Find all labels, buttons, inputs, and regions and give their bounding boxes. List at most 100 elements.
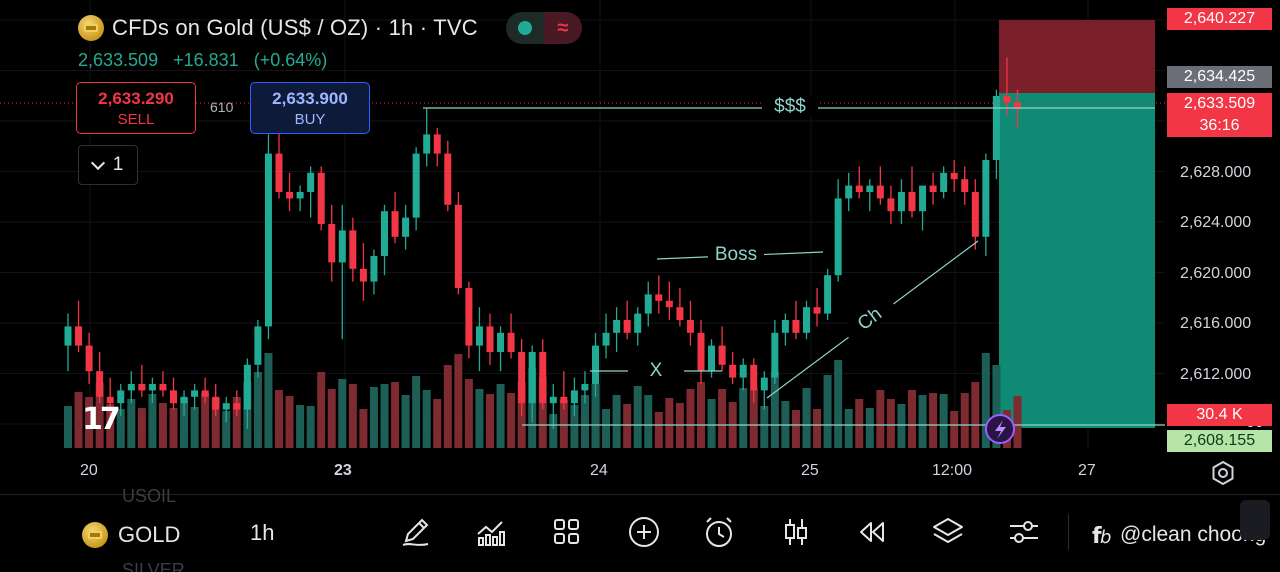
svg-text:b: b — [1100, 527, 1111, 547]
candle-body — [475, 326, 483, 346]
volume-bar — [380, 384, 389, 448]
volume-bar — [612, 395, 621, 448]
buy-button[interactable]: 2,633.900 BUY — [250, 82, 370, 134]
volume-bar — [791, 410, 800, 448]
wave-icon[interactable]: ≈ — [543, 12, 582, 44]
candle-body — [845, 185, 853, 199]
volume-bar — [802, 388, 811, 448]
settings-sliders-icon[interactable] — [1006, 514, 1042, 550]
candle-body — [919, 185, 927, 212]
indicators-icon[interactable] — [473, 514, 509, 550]
buy-price: 2,633.900 — [272, 89, 348, 108]
candle-body — [897, 192, 905, 212]
chart-title: CFDs on Gold (US$ / OZ) · 1h · TVC — [112, 15, 478, 40]
symbol-header[interactable]: CFDs on Gold (US$ / OZ) · 1h · TVC ≈ — [78, 12, 582, 44]
volume-bar — [770, 372, 779, 448]
indicators-toggle-button[interactable]: 1 — [78, 145, 138, 185]
candle-body — [370, 256, 378, 282]
status-badges[interactable]: ≈ — [505, 12, 582, 44]
layers-icon[interactable] — [930, 514, 966, 550]
boss-label: Boss — [715, 244, 757, 265]
volume-bar — [391, 382, 400, 448]
candle-body — [971, 192, 979, 237]
candle-body — [750, 364, 758, 391]
sell-label: SELL — [117, 111, 155, 128]
price-tag-last: 2,633.509 — [1167, 93, 1272, 115]
candle-body — [201, 390, 209, 397]
side-handle[interactable] — [1240, 500, 1270, 540]
alarm-clock-icon[interactable] — [701, 514, 737, 550]
timeframe-selector[interactable]: 1h — [250, 520, 275, 545]
sell-button[interactable]: 2,633.290 SELL — [76, 82, 196, 134]
volume-bar — [707, 399, 716, 448]
volume-bar — [443, 365, 452, 448]
candle-body — [581, 384, 589, 391]
replay-rewind-icon[interactable] — [854, 514, 890, 550]
sell-price: 2,633.290 — [98, 89, 174, 108]
volume-tag: 30.4 K — [1167, 404, 1272, 426]
last-price: 2,633.509 — [78, 50, 159, 70]
candle-body — [876, 185, 884, 199]
volume-bar — [317, 372, 326, 448]
candle-body — [866, 185, 874, 192]
price-tick: 2,620.000 — [1180, 265, 1252, 282]
volume-bar — [412, 376, 421, 448]
volume-bar — [253, 372, 262, 448]
candle-body — [665, 300, 673, 308]
candle-body — [803, 307, 810, 333]
price-tick: 2,616.000 — [1180, 315, 1252, 332]
volume-bar — [486, 394, 494, 448]
candle-body — [961, 179, 969, 192]
candle-body — [855, 185, 863, 192]
candle-body — [686, 320, 694, 333]
candle-body — [233, 403, 241, 410]
candle-body — [254, 326, 262, 365]
candle-body — [887, 198, 895, 212]
candle-body — [117, 390, 125, 404]
symbol-list-ghost-above: USOIL — [122, 486, 177, 506]
bar-countdown: 36:16 — [1167, 115, 1272, 137]
add-plus-icon[interactable] — [626, 514, 662, 550]
volume-bar — [148, 394, 157, 448]
volume-bar — [929, 393, 938, 448]
volume-bar — [633, 386, 642, 448]
chart-settings-icon[interactable] — [1210, 460, 1236, 486]
chart-area[interactable]: $$$ Boss X Ch — [0, 0, 1165, 460]
candle-body — [539, 352, 547, 404]
candle-body — [623, 320, 631, 333]
volume-bar — [918, 395, 927, 448]
candle-body — [613, 320, 621, 333]
price-tick: 2,628.000 — [1180, 164, 1252, 181]
volume-bar — [760, 406, 769, 448]
volume-bar — [275, 390, 283, 448]
candle-body — [634, 313, 642, 333]
volume-bar — [939, 394, 948, 448]
candles-chart-type-icon[interactable] — [778, 514, 814, 550]
liquidity-label: $$$ — [774, 96, 806, 117]
volume-bar — [876, 390, 885, 448]
symbol-selector[interactable]: GOLD — [82, 522, 180, 548]
price-tick: 2,612.000 — [1180, 366, 1252, 383]
candle-body — [391, 211, 399, 237]
candle-body — [602, 332, 610, 346]
volume-bar — [433, 399, 442, 448]
drawing-pencil-icon[interactable] — [398, 514, 434, 550]
volume-bar — [739, 388, 748, 448]
volume-bar — [570, 405, 579, 448]
volume-bar — [190, 407, 199, 448]
layout-grid-icon[interactable] — [549, 514, 585, 550]
candle-body — [402, 217, 410, 237]
candle-body — [676, 307, 684, 320]
volume-bar — [813, 409, 822, 448]
volume-bar — [971, 382, 980, 448]
candle-body — [792, 320, 800, 333]
candle-body — [75, 326, 83, 346]
volume-bar — [232, 397, 241, 448]
volume-bar — [538, 377, 547, 448]
candle-body — [1003, 96, 1011, 103]
volume-bar — [654, 412, 663, 448]
market-open-icon[interactable] — [505, 12, 544, 44]
volume-bar — [401, 395, 410, 448]
volume-bar — [296, 405, 305, 448]
